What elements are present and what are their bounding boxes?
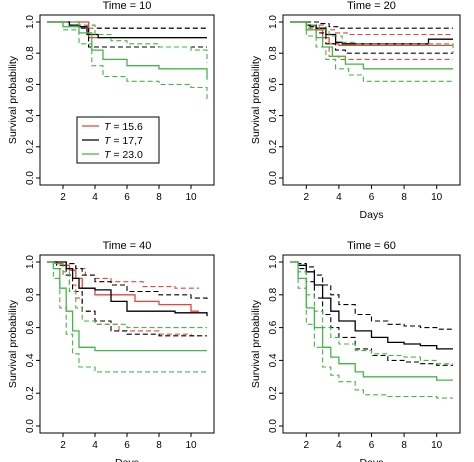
x-tick-label: 6	[124, 440, 130, 451]
y-tick-label: 0.6	[268, 77, 279, 91]
y-tick-label: 0.8	[268, 287, 279, 301]
y-tick-label: 0.4	[268, 108, 279, 122]
series-line-green-dashed	[290, 261, 453, 365]
legend-entry-label: T = 15.6	[104, 121, 143, 133]
x-tick-label: 2	[304, 192, 310, 203]
y-tick-label: 1.0	[268, 15, 279, 29]
legend-entry-value: = 17,7	[110, 135, 143, 147]
legend-entry-value: = 23.0	[110, 149, 143, 161]
chart-title: Time = 40	[103, 240, 152, 252]
y-tick-label: 0.0	[268, 171, 279, 185]
y-tick-label: 1.0	[268, 255, 279, 269]
y-tick-label: 1.0	[25, 15, 36, 29]
y-tick-label: 1.0	[25, 255, 36, 269]
legend-entry-label: T = 23.0	[104, 149, 143, 161]
x-tick-label: 4	[92, 440, 98, 451]
series-line-black-dashed	[47, 261, 207, 337]
x-axis-label: Days	[115, 457, 139, 462]
y-tick-label: 0.8	[268, 46, 279, 60]
x-tick-label: 4	[92, 192, 98, 203]
chart-panel: Time = 40 2 4 6 8 10 0.0 0.2 0.4 0.6 0.8 1.0 Surviva…	[7, 240, 215, 462]
plot-frame	[282, 14, 461, 186]
y-tick-label: 0.0	[268, 419, 279, 433]
y-tick-label: 0.4	[268, 353, 279, 367]
legend-entry-prefix: T	[104, 149, 112, 161]
y-tick-label: 0.6	[25, 77, 36, 91]
y-tick-label: 0.4	[25, 353, 36, 367]
series-line-red-solid	[47, 21, 207, 39]
x-tick-label: 2	[60, 440, 66, 451]
y-axis-label: Survival probability	[7, 299, 19, 388]
x-tick-label: 10	[431, 192, 443, 203]
legend: T = 15.6T = 17,7T = 23.0	[76, 116, 160, 164]
x-tick-label: 4	[336, 192, 342, 203]
series-line-green-dashed	[290, 21, 453, 82]
series-line-green-solid	[290, 21, 453, 70]
series-line-green-dashed	[290, 261, 453, 399]
y-tick-label: 0.0	[25, 419, 36, 433]
y-tick-label: 0.6	[268, 320, 279, 334]
series-line-green-dashed	[47, 261, 207, 373]
x-tick-label: 4	[336, 440, 342, 451]
x-tick-label: 6	[369, 440, 375, 451]
plot-frame	[282, 254, 461, 434]
series-line-green-solid	[290, 261, 453, 381]
series-line-green-dashed	[47, 21, 208, 100]
y-tick-label: 0.2	[25, 139, 36, 153]
y-tick-label: 0.4	[25, 108, 36, 122]
y-tick-label: 0.8	[25, 287, 36, 301]
chart-panel: Time = 60 2 4 6 8 10 0.0 0.2 0.4 0.6 0.8 1.0 Surviva…	[250, 240, 461, 462]
chart-title: Time = 60	[347, 240, 396, 252]
legend-entry-value: = 15.6	[110, 121, 143, 133]
series-line-black-solid	[290, 261, 453, 350]
x-tick-label: 10	[185, 440, 197, 451]
y-tick-label: 0.6	[25, 320, 36, 334]
legend-entry-label: T = 17,7	[104, 135, 143, 147]
y-tick-label: 0.2	[268, 386, 279, 400]
y-tick-label: 0.0	[25, 171, 36, 185]
legend-entry-prefix: T	[104, 121, 112, 133]
chart-title: Time = 20	[347, 0, 396, 12]
series-line-black-solid	[47, 21, 207, 39]
chart-title: Time = 10	[103, 0, 152, 12]
y-tick-label: 0.2	[25, 386, 36, 400]
series-line-green-solid	[47, 261, 207, 352]
x-tick-label: 6	[369, 192, 375, 203]
series-line-green-dashed	[47, 261, 207, 329]
y-tick-label: 0.8	[25, 46, 36, 60]
x-tick-label: 8	[156, 440, 162, 451]
y-axis-label: Survival probability	[250, 299, 262, 388]
x-tick-label: 8	[156, 192, 162, 203]
x-tick-label: 6	[124, 192, 130, 203]
series-line-black-dashed	[290, 21, 453, 29]
x-axis-label: Days	[360, 209, 384, 221]
x-tick-label: 8	[401, 440, 407, 451]
x-tick-label: 10	[431, 440, 443, 451]
chart-panel: Time = 10 2 4 6 8 10 0.0 0.2 0.4 0.6 0.8 1.0 Surviva…	[7, 0, 215, 203]
series-line-black-dashed	[290, 21, 453, 54]
legend-entry-prefix: T	[104, 135, 112, 147]
chart-panel: Time = 20 2 4 6 8 10 0.0 0.2 0.4 0.6 0.8 1.0 Surviva…	[250, 0, 461, 221]
x-tick-label: 10	[185, 192, 197, 203]
series-line-black-dashed	[290, 261, 453, 366]
y-tick-label: 0.2	[268, 139, 279, 153]
series-line-red-solid	[47, 261, 199, 312]
series-line-green-dashed	[47, 21, 208, 63]
y-axis-label: Survival probability	[7, 55, 19, 144]
series-line-black-dashed	[47, 261, 208, 302]
series-line-green-dashed	[290, 21, 454, 54]
series-line-black-dashed	[290, 261, 453, 330]
x-axis-label: Days	[360, 457, 384, 462]
y-axis-label: Survival probability	[250, 55, 262, 144]
x-tick-label: 8	[401, 192, 407, 203]
x-tick-label: 2	[304, 440, 310, 451]
series-line-green-solid	[47, 21, 208, 80]
x-tick-label: 2	[60, 192, 66, 203]
